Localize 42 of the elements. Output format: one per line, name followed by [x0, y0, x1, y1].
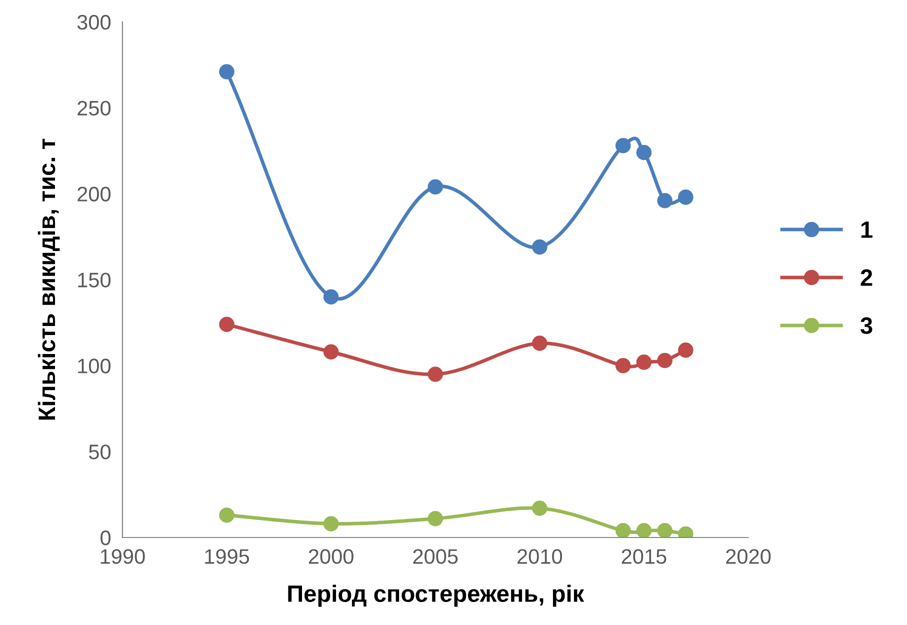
point	[615, 138, 631, 154]
point	[657, 192, 672, 208]
y-tick-label: 100	[78, 358, 111, 374]
x-tick-label: 2005	[413, 549, 458, 564]
x-axis-title: Період спостережень, рік	[288, 584, 584, 607]
y-tick-label: 0	[100, 530, 111, 546]
point	[532, 336, 548, 351]
x-tick-label: 2000	[308, 549, 354, 564]
point	[428, 366, 443, 382]
point	[219, 316, 234, 332]
point	[428, 179, 443, 195]
y-tick-label: 150	[78, 272, 111, 288]
point	[323, 516, 339, 532]
point	[657, 352, 672, 368]
point	[219, 64, 234, 80]
x-tick-label: 2020	[726, 549, 771, 564]
point	[428, 510, 443, 526]
point	[219, 508, 234, 523]
y-tick-label: 50	[88, 444, 111, 460]
x-tick-label: 1995	[205, 549, 250, 564]
point	[636, 144, 652, 160]
point	[615, 522, 631, 538]
x-tick-label: 1990	[100, 549, 145, 564]
point	[615, 358, 631, 374]
point	[678, 190, 694, 205]
point	[636, 354, 652, 370]
x-tick-label: 2010	[518, 549, 562, 564]
point	[323, 289, 339, 305]
x-tick-label: 2015	[622, 549, 666, 564]
y-axis-title: Кількість викидів, тис. т	[38, 138, 60, 420]
point	[532, 239, 548, 255]
point	[532, 500, 548, 516]
legend-label: 1	[861, 222, 872, 238]
y-tick-label: 200	[78, 186, 111, 202]
point	[323, 344, 339, 360]
point	[636, 522, 652, 538]
y-tick-label: 300	[77, 14, 111, 30]
point	[657, 522, 672, 538]
point	[678, 342, 694, 358]
legend-label: 3	[860, 317, 872, 334]
y-tick-label: 250	[78, 100, 111, 116]
legend-label: 2	[860, 269, 872, 286]
